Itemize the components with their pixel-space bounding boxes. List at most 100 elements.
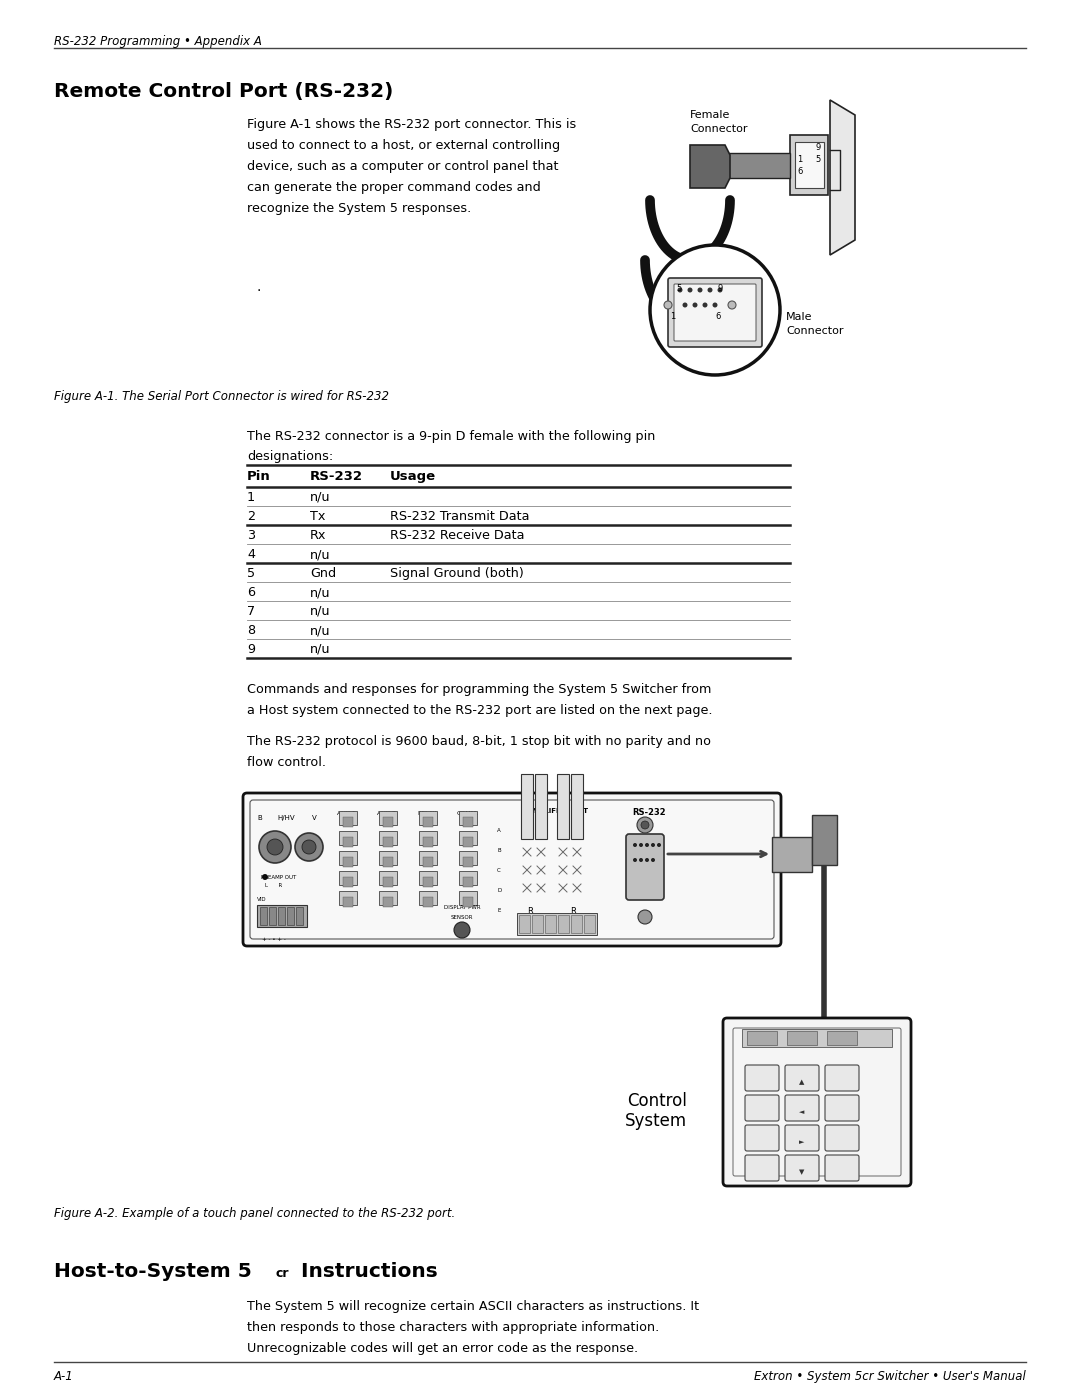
FancyBboxPatch shape — [343, 897, 353, 907]
FancyBboxPatch shape — [269, 907, 276, 925]
Text: AMPLIFIED OUT: AMPLIFIED OUT — [527, 807, 589, 814]
Text: B: B — [257, 814, 261, 821]
FancyBboxPatch shape — [419, 851, 437, 865]
Text: A-1: A-1 — [54, 1370, 73, 1383]
FancyBboxPatch shape — [339, 851, 357, 865]
Circle shape — [717, 288, 723, 292]
Circle shape — [698, 288, 702, 292]
FancyBboxPatch shape — [463, 856, 473, 868]
Text: n/u: n/u — [310, 643, 330, 657]
Circle shape — [702, 303, 707, 307]
FancyBboxPatch shape — [423, 877, 433, 887]
FancyBboxPatch shape — [423, 897, 433, 907]
Text: The RS-232 protocol is 9600 baud, 8-bit, 1 stop bit with no parity and no: The RS-232 protocol is 9600 baud, 8-bit,… — [247, 735, 711, 747]
Circle shape — [651, 858, 654, 862]
FancyBboxPatch shape — [379, 851, 397, 865]
Circle shape — [683, 303, 688, 307]
Text: B: B — [497, 848, 501, 854]
Text: Gnd: Gnd — [310, 567, 336, 580]
FancyBboxPatch shape — [383, 817, 393, 827]
FancyBboxPatch shape — [379, 831, 397, 845]
Text: 7: 7 — [247, 605, 255, 617]
FancyBboxPatch shape — [785, 1155, 819, 1180]
FancyBboxPatch shape — [243, 793, 781, 946]
Text: 5: 5 — [247, 567, 255, 580]
Circle shape — [638, 909, 652, 923]
FancyBboxPatch shape — [745, 1155, 779, 1180]
Text: n/u: n/u — [310, 585, 330, 599]
FancyBboxPatch shape — [339, 831, 357, 845]
Text: A: A — [497, 828, 501, 833]
Text: Figure A-1 shows the RS-232 port connector. This is: Figure A-1 shows the RS-232 port connect… — [247, 117, 577, 131]
FancyBboxPatch shape — [463, 837, 473, 847]
Text: Tx: Tx — [310, 510, 325, 522]
Text: n/u: n/u — [310, 548, 330, 562]
Text: then responds to those characters with appropriate information.: then responds to those characters with a… — [247, 1322, 659, 1334]
FancyBboxPatch shape — [459, 870, 477, 886]
Text: R: R — [570, 907, 576, 916]
Text: Connector: Connector — [690, 124, 747, 134]
FancyBboxPatch shape — [745, 1065, 779, 1091]
FancyBboxPatch shape — [825, 1065, 859, 1091]
Text: Pin: Pin — [247, 469, 271, 483]
Text: cr: cr — [276, 1267, 289, 1280]
Text: RS-232: RS-232 — [310, 469, 363, 483]
FancyBboxPatch shape — [339, 870, 357, 886]
Text: RELAY: RELAY — [417, 812, 436, 816]
FancyBboxPatch shape — [626, 834, 664, 900]
FancyBboxPatch shape — [339, 891, 357, 905]
Text: can generate the proper command codes and: can generate the proper command codes an… — [247, 182, 541, 194]
Text: VID: VID — [257, 897, 267, 902]
Text: n/u: n/u — [310, 490, 330, 504]
Text: Instructions: Instructions — [294, 1261, 437, 1281]
Text: a Host system connected to the RS-232 port are listed on the next page.: a Host system connected to the RS-232 po… — [247, 704, 713, 717]
Text: DISPLAY PWR: DISPLAY PWR — [444, 905, 481, 909]
Circle shape — [259, 831, 291, 863]
Text: 6: 6 — [797, 168, 802, 176]
FancyBboxPatch shape — [723, 1018, 912, 1186]
FancyBboxPatch shape — [747, 1031, 777, 1045]
Text: 9: 9 — [815, 142, 821, 152]
FancyBboxPatch shape — [287, 907, 294, 925]
Circle shape — [633, 842, 637, 847]
FancyBboxPatch shape — [535, 774, 546, 840]
Circle shape — [642, 821, 649, 828]
FancyBboxPatch shape — [669, 278, 762, 346]
Text: 9: 9 — [247, 643, 255, 657]
Text: Male: Male — [786, 312, 812, 321]
Circle shape — [639, 858, 643, 862]
Text: Control: Control — [627, 1092, 687, 1111]
FancyBboxPatch shape — [278, 907, 285, 925]
Text: 3: 3 — [247, 529, 255, 542]
Text: 4: 4 — [247, 548, 255, 562]
FancyBboxPatch shape — [419, 870, 437, 886]
FancyBboxPatch shape — [742, 1030, 892, 1046]
Text: 1: 1 — [797, 155, 802, 163]
FancyBboxPatch shape — [558, 915, 569, 933]
Circle shape — [651, 842, 654, 847]
Circle shape — [677, 288, 683, 292]
FancyBboxPatch shape — [379, 891, 397, 905]
Text: RS-232 Transmit Data: RS-232 Transmit Data — [390, 510, 529, 522]
FancyBboxPatch shape — [383, 837, 393, 847]
FancyBboxPatch shape — [383, 877, 393, 887]
Text: 2: 2 — [247, 510, 255, 522]
FancyBboxPatch shape — [545, 915, 556, 933]
Circle shape — [664, 300, 672, 309]
Circle shape — [633, 858, 637, 862]
FancyBboxPatch shape — [584, 915, 595, 933]
FancyBboxPatch shape — [459, 851, 477, 865]
Circle shape — [639, 842, 643, 847]
Text: C: C — [497, 868, 501, 873]
FancyBboxPatch shape — [257, 905, 307, 928]
FancyBboxPatch shape — [343, 856, 353, 868]
Circle shape — [713, 303, 717, 307]
Text: Extron • System 5cr Switcher • User's Manual: Extron • System 5cr Switcher • User's Ma… — [754, 1370, 1026, 1383]
Text: SENSOR: SENSOR — [450, 915, 473, 921]
Text: RS-232: RS-232 — [632, 807, 665, 817]
FancyBboxPatch shape — [825, 1155, 859, 1180]
Circle shape — [262, 875, 268, 880]
Text: 1: 1 — [671, 312, 676, 321]
FancyBboxPatch shape — [339, 812, 357, 826]
Text: Figure A-1. The Serial Port Connector is wired for RS-232: Figure A-1. The Serial Port Connector is… — [54, 390, 389, 402]
